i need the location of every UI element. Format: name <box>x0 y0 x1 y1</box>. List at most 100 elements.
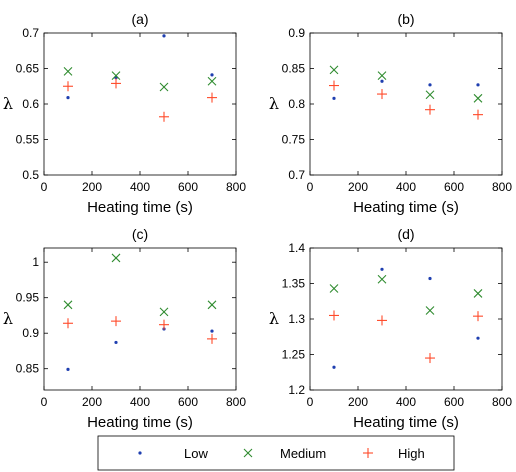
x-tick-label: 600 <box>444 180 464 194</box>
legend-marker-high <box>363 448 373 458</box>
data-point-high <box>377 315 387 326</box>
x-tick-label: 0 <box>41 180 48 194</box>
y-tick-label: 0.65 <box>16 62 40 76</box>
data-point-high <box>111 316 121 327</box>
y-tick-label: 1.25 <box>282 348 306 362</box>
data-point-high <box>473 109 483 120</box>
x-tick-label: 600 <box>444 395 464 409</box>
subplot-title: (c) <box>132 226 148 242</box>
data-point-medium <box>207 76 217 86</box>
data-point-medium <box>111 71 121 80</box>
data-point-medium <box>329 65 339 75</box>
legend-marker-medium <box>243 448 253 458</box>
data-point-medium <box>207 300 217 310</box>
plot-frame <box>43 32 237 176</box>
data-point-low <box>332 365 336 369</box>
legend: Low Medium High <box>97 435 455 471</box>
x-tick-label: 0 <box>307 395 314 409</box>
data-point-medium <box>63 300 73 310</box>
x-tick-label: 800 <box>226 180 246 194</box>
x-tick-label: 200 <box>82 180 102 194</box>
data-point-medium <box>377 71 387 80</box>
legend-label-high: High <box>398 446 425 461</box>
data-point-low <box>476 336 480 340</box>
subplot-a: (a) 0 200 400 600 800 0.5 0.55 0.6 0.65 0.7 Heating… <box>3 11 246 216</box>
plot-frame <box>43 247 237 391</box>
x-tick-label: 400 <box>396 395 416 409</box>
data-point-low <box>380 79 384 83</box>
data-point-medium <box>329 284 339 293</box>
data-point-low <box>210 73 214 77</box>
data-point-high <box>159 111 169 122</box>
x-tick-label: 0 <box>307 180 314 194</box>
y-tick-label: 0.7 <box>288 168 305 182</box>
y-tick-label: 0.6 <box>22 97 39 111</box>
data-point-medium <box>159 82 169 92</box>
data-point-high <box>63 318 73 329</box>
data-point-low <box>428 83 432 87</box>
x-tick-label: 200 <box>82 395 102 409</box>
x-tick-label: 0 <box>41 395 48 409</box>
data-point-low <box>162 34 166 38</box>
data-point-low <box>380 267 384 271</box>
y-tick-label: 1.35 <box>282 277 306 291</box>
y-tick-label: 0.55 <box>16 133 40 147</box>
data-point-high <box>207 92 217 103</box>
y-tick-label: 0.8 <box>288 97 305 111</box>
y-tick-label: 0.9 <box>22 326 39 340</box>
subplot-title: (b) <box>397 11 414 27</box>
data-point-medium <box>377 274 387 284</box>
y-axis-label: λ <box>3 309 13 328</box>
data-point-medium <box>425 306 435 315</box>
x-tick-label: 800 <box>226 395 246 409</box>
y-tick-label: 1.3 <box>288 312 305 326</box>
data-point-medium <box>425 90 435 100</box>
y-tick-label: 0.5 <box>22 168 39 182</box>
x-axis-label: Heating time (s) <box>353 199 459 216</box>
subplot-title: (d) <box>397 226 414 242</box>
y-tick-label: 0.9 <box>288 26 305 40</box>
subplot-title: (a) <box>131 11 148 27</box>
x-tick-label: 400 <box>130 180 150 194</box>
data-point-high <box>159 319 169 330</box>
data-point-low <box>332 96 336 100</box>
y-tick-label: 0.85 <box>16 362 40 376</box>
legend-marker-low <box>138 451 142 455</box>
data-point-low <box>476 83 480 87</box>
x-tick-label: 800 <box>492 395 512 409</box>
data-point-low <box>210 329 214 333</box>
y-axis-label: λ <box>3 94 13 113</box>
y-tick-label: 0.95 <box>16 291 40 305</box>
y-tick-label: 1.2 <box>288 383 305 397</box>
y-tick-label: 1 <box>32 255 39 269</box>
data-point-high <box>425 353 435 364</box>
data-point-medium <box>473 289 483 298</box>
subplot-d: (d) 0 200 400 600 800 1.2 1.25 1.3 1.35 1.4 Heating… <box>269 226 512 431</box>
x-tick-label: 600 <box>178 180 198 194</box>
x-tick-label: 200 <box>348 395 368 409</box>
subplot-b: (b) 0 200 400 600 800 0.7 0.75 0.8 0.85 0.9 Heating… <box>269 11 512 216</box>
y-tick-label: 0.7 <box>22 26 39 40</box>
data-point-high <box>425 104 435 115</box>
data-point-medium <box>473 93 483 103</box>
data-point-high <box>329 80 339 91</box>
x-axis-label: Heating time (s) <box>87 199 193 216</box>
legend-label-low: Low <box>184 446 208 461</box>
data-point-high <box>377 89 387 100</box>
legend-label-medium: Medium <box>280 446 326 461</box>
y-tick-label: 0.75 <box>282 133 306 147</box>
x-tick-label: 800 <box>492 180 512 194</box>
legend-box <box>97 435 455 471</box>
x-axis-label: Heating time (s) <box>87 414 193 431</box>
data-point-high <box>329 310 339 321</box>
x-tick-label: 400 <box>130 395 150 409</box>
y-axis-label: λ <box>269 94 279 113</box>
data-point-low <box>114 340 118 345</box>
x-tick-label: 600 <box>178 395 198 409</box>
data-point-high <box>63 81 73 92</box>
data-point-medium <box>159 307 169 317</box>
data-point-medium <box>63 66 73 76</box>
data-point-high <box>473 311 483 322</box>
x-tick-label: 400 <box>396 180 416 194</box>
